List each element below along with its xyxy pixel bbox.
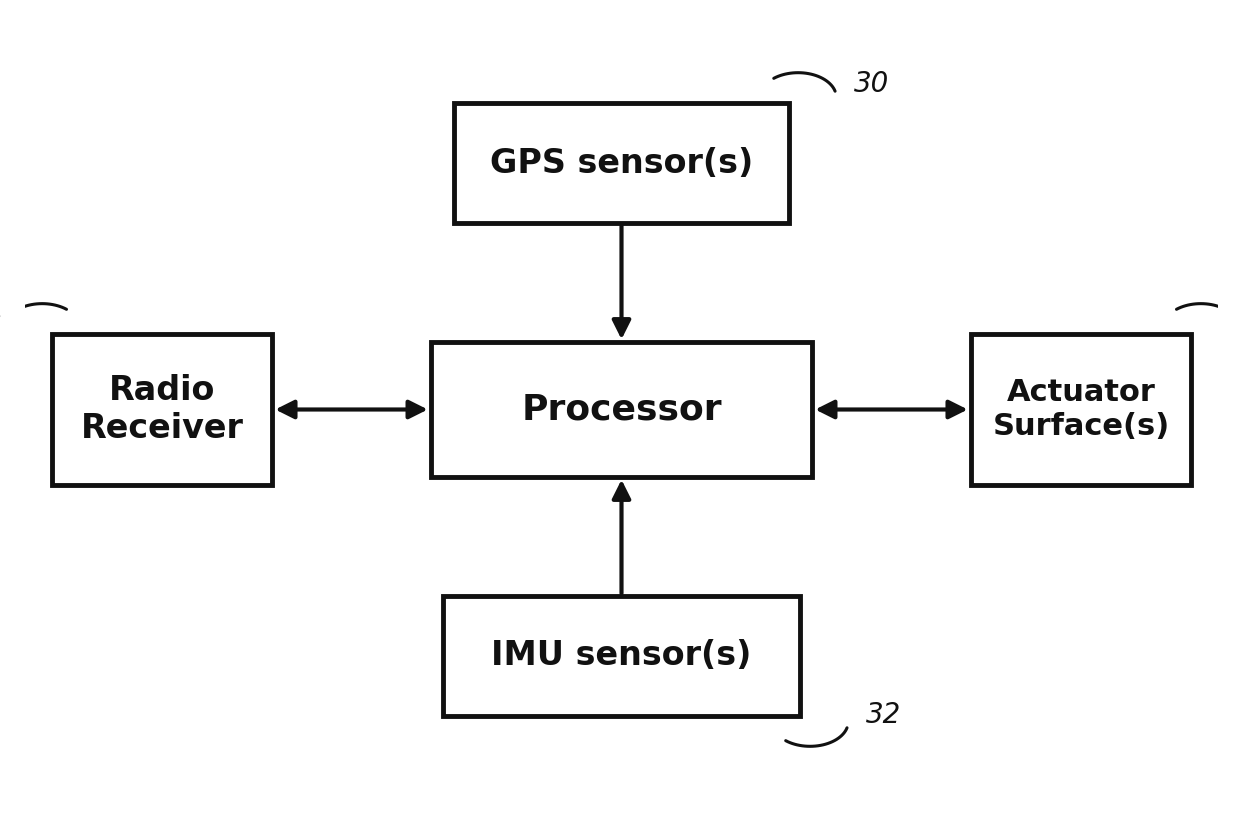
Bar: [443, 596, 800, 716]
Bar: [455, 103, 788, 223]
Text: Actuator
Surface(s): Actuator Surface(s): [992, 378, 1170, 441]
Text: 32: 32: [866, 701, 901, 729]
Bar: [971, 334, 1191, 485]
Text: 30: 30: [854, 70, 890, 98]
Text: Processor: Processor: [521, 392, 722, 427]
Bar: [430, 342, 813, 477]
Text: Radio
Receiver: Radio Receiver: [81, 374, 244, 445]
Text: 34: 34: [0, 301, 4, 329]
Text: IMU sensor(s): IMU sensor(s): [491, 640, 752, 672]
Text: GPS sensor(s): GPS sensor(s): [490, 147, 753, 179]
Bar: [52, 334, 272, 485]
